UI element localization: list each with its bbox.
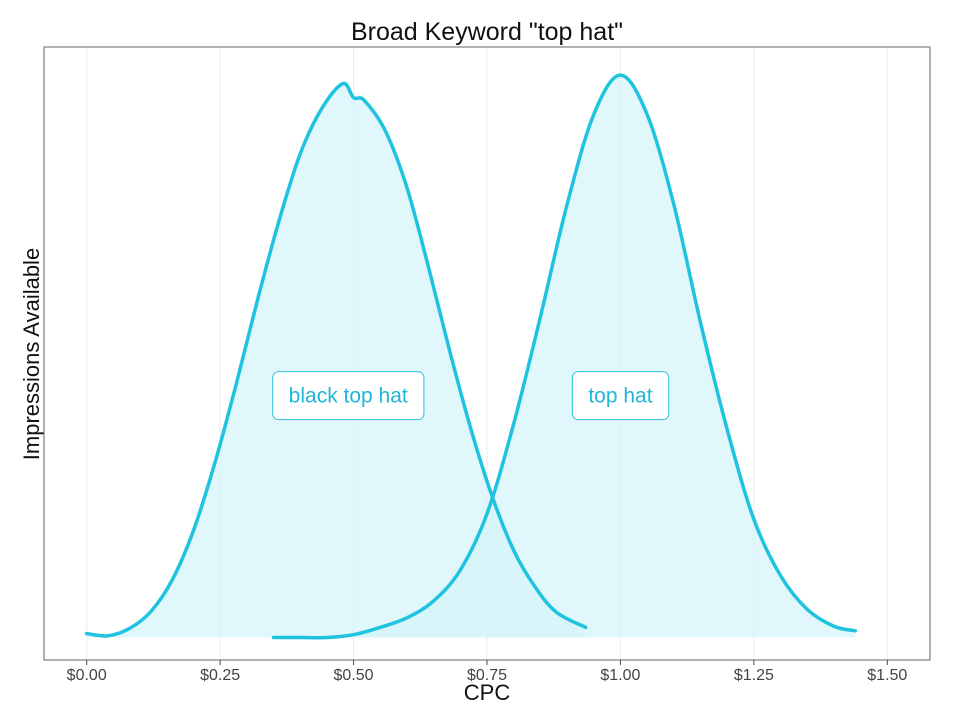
annotation-text-0: black top hat bbox=[289, 385, 408, 408]
series-area-0 bbox=[86, 83, 586, 638]
series-line-1 bbox=[271, 73, 858, 640]
series-lines bbox=[84, 73, 858, 640]
annotation-label-1: top hat bbox=[571, 371, 670, 421]
chart-title: Broad Keyword "top hat" bbox=[351, 18, 623, 46]
series-fills bbox=[86, 75, 856, 638]
annotation-box-1 bbox=[571, 371, 670, 421]
annotations: black top hat top hat bbox=[272, 371, 670, 421]
annotation-text-1: top hat bbox=[588, 385, 652, 408]
x-tick-label-0: $0.00 bbox=[67, 667, 107, 684]
x-axis-title: CPC bbox=[464, 680, 511, 705]
annotation-box-0 bbox=[272, 371, 425, 421]
x-axis-ticks: $0.00 $0.25 $0.50 $0.75 $1.00 $1.25 $1.50 bbox=[67, 660, 907, 684]
series-area-1 bbox=[273, 75, 856, 638]
x-tick-label-4: $1.00 bbox=[600, 667, 640, 684]
x-tick-label-5: $1.25 bbox=[734, 667, 774, 684]
annotation-label-0: black top hat bbox=[272, 371, 425, 421]
x-tick-label-1: $0.25 bbox=[200, 667, 240, 684]
x-tick-label-3: $0.75 bbox=[467, 667, 507, 684]
x-tick-label-2: $0.50 bbox=[334, 667, 374, 684]
x-tick-label-6: $1.50 bbox=[867, 667, 907, 684]
y-axis-title: Impressions Available bbox=[19, 248, 44, 460]
series-line-0 bbox=[84, 81, 588, 638]
